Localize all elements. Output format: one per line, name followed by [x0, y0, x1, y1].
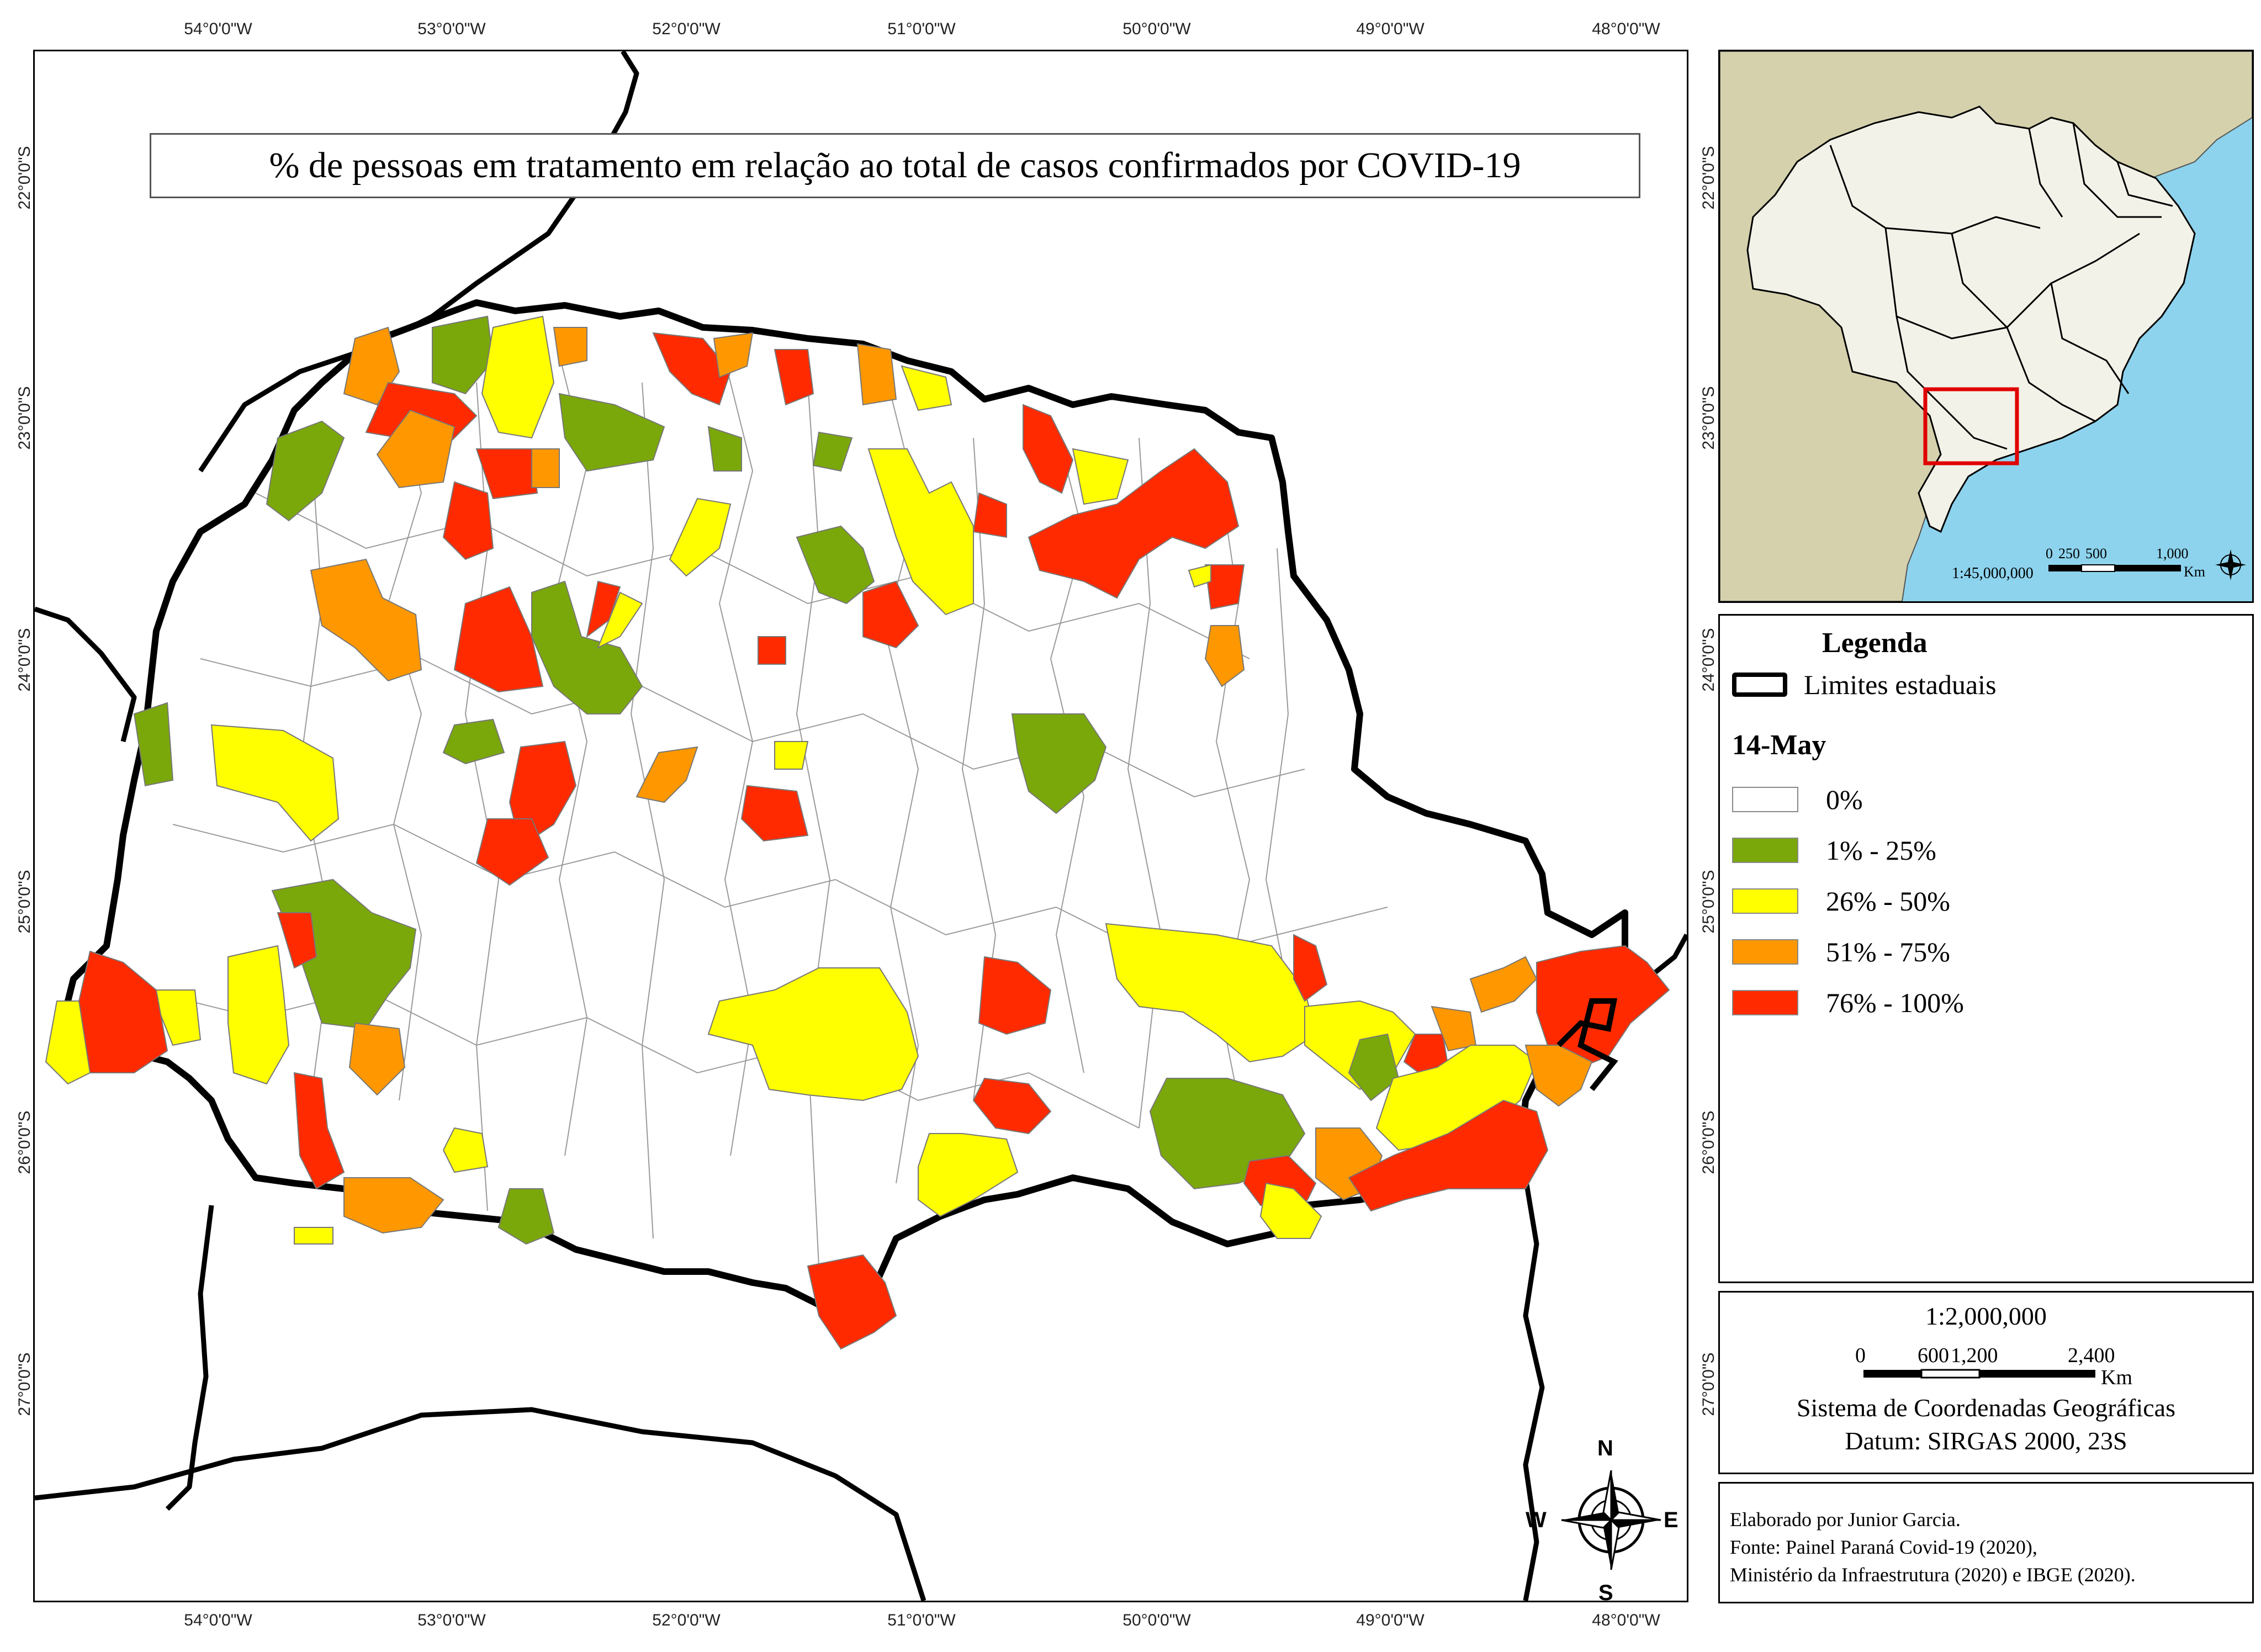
- scale-unit: Km: [2101, 1366, 2132, 1389]
- legend-swatch: [1732, 990, 1798, 1015]
- longitude-tick-label: 51°0'0"W: [887, 1611, 956, 1629]
- scale-panel: 1:2,000,000 0 600 1,200 2,400 Km Sistema…: [1718, 1291, 2254, 1474]
- scale-tick-1: 600: [1918, 1344, 1949, 1367]
- credits-source-1: Fonte: Painel Paraná Covid-19 (2020),: [1730, 1536, 2037, 1558]
- scale-ratio: 1:2,000,000: [1925, 1302, 2047, 1330]
- legend-class-label: 51% - 75%: [1826, 936, 1950, 967]
- latitude-tick-label: 22°0'0"S: [1699, 146, 1718, 210]
- legend-class-row: 51% - 75%: [1732, 933, 1950, 971]
- map-title: % de pessoas em tratamento em relação ao…: [150, 133, 1640, 198]
- legend-label: Limites estaduais: [1804, 669, 1997, 700]
- latitude-tick-label: 25°0'0"S: [15, 870, 34, 934]
- credits-author: Elaborado por Junior Garcia.: [1730, 1508, 1961, 1531]
- legend-state-limits: Limites estaduais: [1732, 665, 1997, 704]
- inset-canvas: [1720, 51, 2252, 601]
- longitude-tick-label: 52°0'0"W: [652, 1611, 721, 1629]
- legend-date: 14-May: [1732, 729, 1826, 761]
- inset-scale-tick-1: 250: [2058, 546, 2080, 562]
- south-border-line: [35, 1407, 926, 1601]
- legend-panel: Legenda Limites estaduais 14-May 0% 1% - …: [1718, 614, 2254, 1283]
- longitude-tick-label: 50°0'0"W: [1122, 20, 1191, 38]
- inset-scale-tick-3: 1,000: [2156, 546, 2189, 562]
- latitude-tick-label: 23°0'0"S: [1699, 386, 1718, 450]
- inset-scale-tick-0: 0: [2046, 546, 2053, 562]
- brazil-state-lines: [1829, 123, 2173, 450]
- legend-class-label: 1% - 25%: [1826, 835, 1936, 866]
- latitude-tick-label: 24°0'0"S: [15, 628, 34, 692]
- legend-swatch: [1732, 838, 1798, 863]
- west-label: W: [1526, 1508, 1547, 1532]
- legend-class-row: 26% - 50%: [1732, 882, 1950, 920]
- scale-tick-3: 2,400: [2068, 1344, 2115, 1367]
- inset-scale-unit: Km: [2184, 564, 2205, 580]
- latitude-tick-label: 23°0'0"S: [15, 386, 34, 450]
- longitude-tick-label: 54°0'0"W: [184, 1611, 252, 1629]
- latitude-tick-label: 27°0'0"S: [15, 1352, 34, 1416]
- longitude-tick-label: 53°0'0"W: [417, 20, 486, 38]
- state-limits-swatch: [1732, 673, 1787, 697]
- credits-panel: Elaborado por Junior Garcia. Fonte: Pain…: [1718, 1482, 2254, 1603]
- latitude-tick-label: 26°0'0"S: [15, 1110, 34, 1174]
- choropleth-municipalities: [45, 315, 1670, 1350]
- legend-class-label: 0%: [1826, 784, 1863, 815]
- inset-scale-tick-2: 500: [2085, 546, 2107, 562]
- scale-tick-2: 1,200: [1951, 1344, 1998, 1367]
- crs-label: Sistema de Coordenadas Geográficas: [1797, 1394, 2175, 1422]
- main-map[interactable]: % de pessoas em tratamento em relação ao…: [33, 50, 1688, 1605]
- southwest-border-line: [165, 1205, 214, 1511]
- longitude-tick-label: 52°0'0"W: [652, 20, 721, 38]
- east-label: E: [1664, 1508, 1678, 1532]
- south-label: S: [1598, 1581, 1613, 1605]
- latitude-tick-label: 26°0'0"S: [1699, 1110, 1718, 1174]
- legend-swatch: [1732, 939, 1798, 965]
- legend-swatch: [1732, 888, 1798, 914]
- southeast-border-line: [1523, 1177, 1545, 1601]
- inset-compass: [2215, 549, 2246, 580]
- parana-highlight-box: [1923, 387, 2019, 465]
- longitude-tick-label: 50°0'0"W: [1122, 1611, 1191, 1629]
- legend-swatch: [1732, 787, 1798, 812]
- north-border-line: [198, 51, 639, 473]
- legend-class-label: 76% - 100%: [1826, 987, 1964, 1018]
- inset-map[interactable]: 1:45,000,000 0 250 500 1,000 Km: [1718, 50, 2254, 603]
- latitude-tick-label: 22°0'0"S: [15, 146, 34, 210]
- longitude-tick-label: 49°0'0"W: [1356, 20, 1425, 38]
- bay-outline: [1556, 998, 1618, 1092]
- scale-tick-0: 0: [1855, 1344, 1866, 1367]
- datum-label: Datum: SIRGAS 2000, 23S: [1845, 1427, 2127, 1455]
- north-label: N: [1597, 1436, 1613, 1460]
- legend-title: Legenda: [1822, 627, 1928, 659]
- legend-class-row: 0%: [1732, 780, 1863, 819]
- longitude-tick-label: 54°0'0"W: [184, 20, 252, 38]
- map-canvas: [35, 51, 1687, 1601]
- longitude-tick-label: 49°0'0"W: [1356, 1611, 1425, 1629]
- inset-scale-bar: [2048, 564, 2181, 572]
- north-arrow: [1561, 1470, 1661, 1570]
- longitude-tick-label: 51°0'0"W: [887, 20, 956, 38]
- brazil-land: [1746, 105, 2196, 533]
- latitude-tick-label: 27°0'0"S: [1699, 1352, 1718, 1416]
- credits-source-2: Ministério da Infraestrutura (2020) e IB…: [1730, 1564, 2136, 1586]
- external-borders: [35, 51, 1687, 1601]
- latitude-tick-label: 25°0'0"S: [1699, 870, 1718, 934]
- west-border-line: [35, 606, 137, 743]
- longitude-tick-label: 48°0'0"W: [1592, 20, 1660, 38]
- inset-scale-ratio: 1:45,000,000: [1952, 565, 2034, 582]
- longitude-tick-label: 48°0'0"W: [1592, 1611, 1660, 1629]
- legend-class-row: 76% - 100%: [1732, 983, 1964, 1022]
- latitude-tick-label: 24°0'0"S: [1699, 628, 1718, 692]
- scale-bar: [1863, 1369, 2095, 1379]
- legend-class-label: 26% - 50%: [1826, 886, 1950, 917]
- legend-class-row: 1% - 25%: [1732, 831, 1936, 870]
- longitude-tick-label: 53°0'0"W: [417, 1611, 486, 1629]
